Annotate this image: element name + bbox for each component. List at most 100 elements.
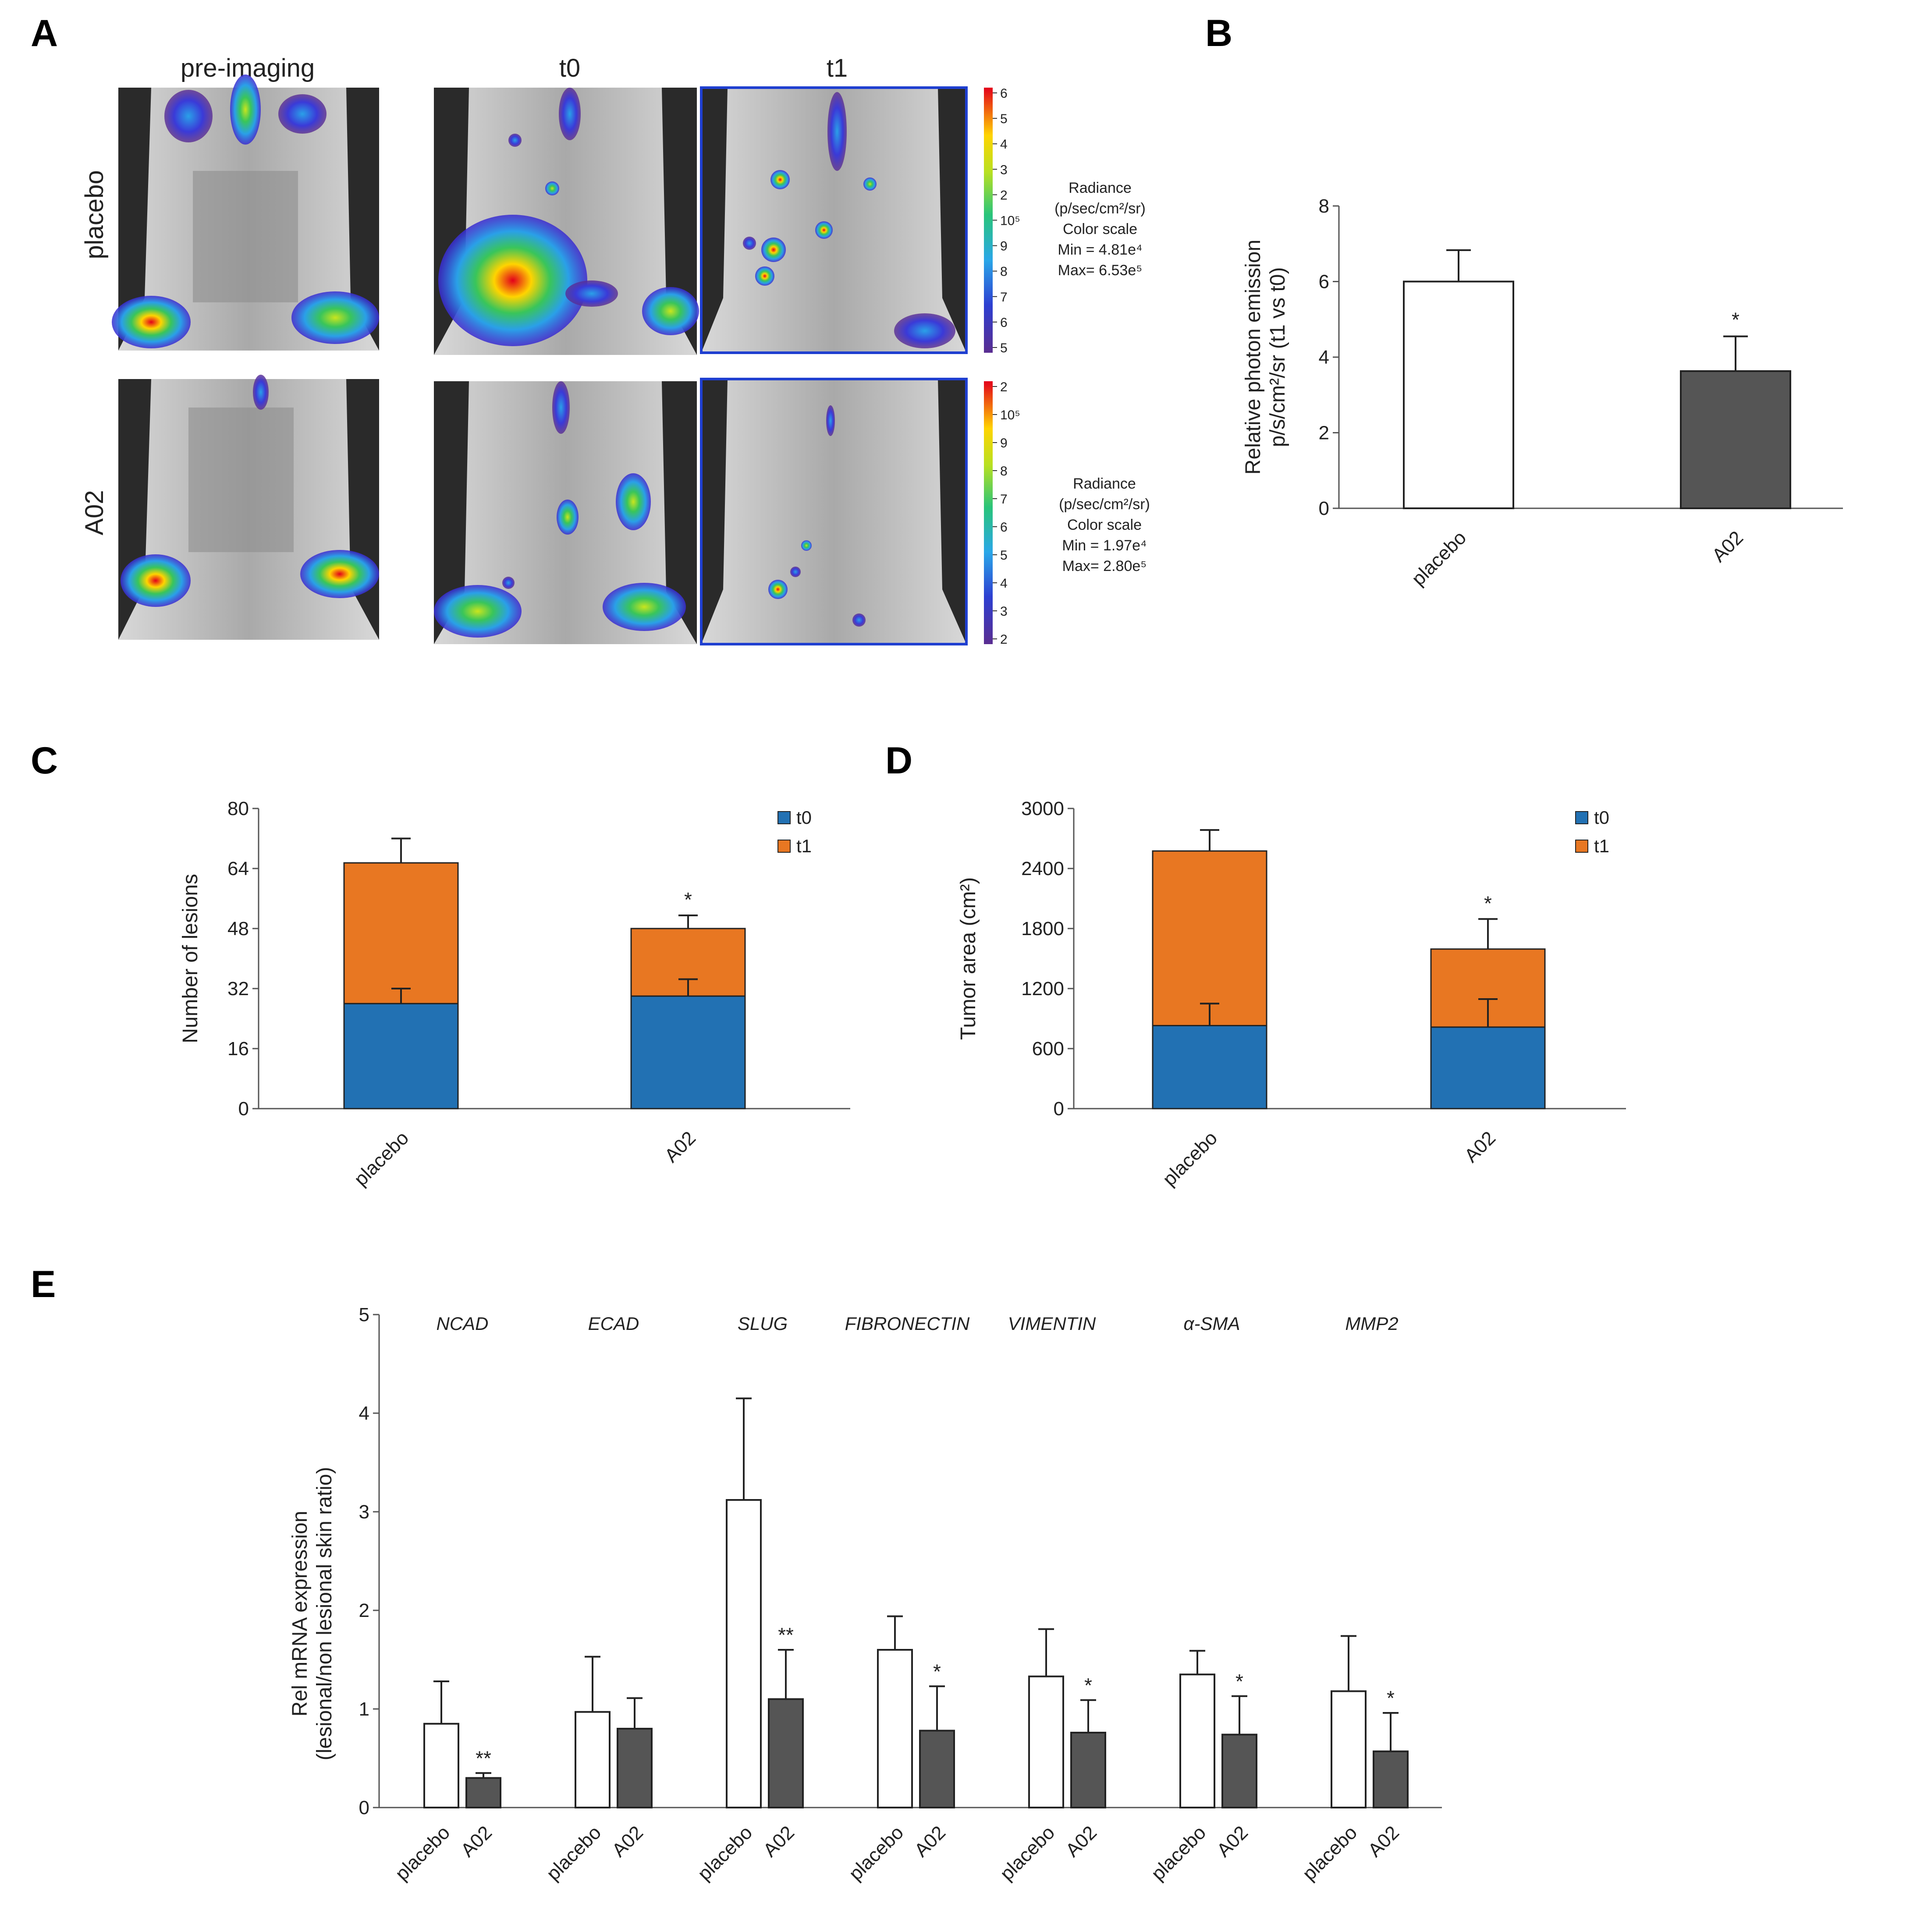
gene-label-ncad: NCAD — [436, 1313, 488, 1334]
colorbar-tick-label: 5 — [1000, 112, 1008, 126]
colorbar-tick-label: 5 — [1000, 341, 1008, 355]
chart-d-tumor-area: 0 600 1200 1800 2400 3000 placebo * A02 t0 t1 Tumor… — [957, 798, 1626, 1190]
imaging-panel: pre-imaging t0 t1 placebo A02 — [80, 54, 1150, 647]
legend-label-t1: t1 — [1594, 836, 1609, 856]
colorbar-tick-label: 10⁵ — [1000, 408, 1020, 422]
panel-letter-c: C — [31, 740, 58, 782]
x-tick-label: A02 — [660, 1127, 700, 1166]
y-tick-label: 1200 — [1021, 978, 1064, 1000]
significance-mark: * — [933, 1660, 941, 1683]
y-axis-title: Tumor area (cm²) — [957, 877, 980, 1040]
x-tick-label: placebo — [350, 1127, 413, 1190]
gene-label-mmp2: MMP2 — [1345, 1313, 1398, 1334]
legend-swatch-t0 — [777, 811, 791, 824]
colorbar-tick-label: 3 — [1000, 163, 1008, 177]
y-axis-title: Number of lesions — [179, 874, 202, 1043]
legend-swatch-t0 — [1575, 811, 1588, 824]
legend-line: Radiance — [1073, 475, 1136, 492]
bar-ncad-a02 — [465, 1777, 501, 1808]
chart-b-photon-emission: 0 2 4 6 8 placebo * A02 Relative photon emission… — [1242, 195, 1843, 590]
y-tick-label: 48 — [227, 918, 249, 939]
image-placebo-t0 — [434, 88, 699, 355]
legend-swatch-t1 — [777, 840, 791, 853]
significance-mark: * — [1387, 1687, 1395, 1709]
bar-placebo-t0 — [1152, 1024, 1267, 1110]
legend-line: Max= 2.80e⁵ — [1062, 558, 1147, 574]
gene-label-ecad: ECAD — [588, 1313, 639, 1334]
significance-mark: * — [1084, 1674, 1092, 1697]
y-tick-label: 3 — [359, 1501, 369, 1523]
colorbar-placebo-ticks: 6 5 4 3 2 10⁵ 9 8 7 6 5 — [993, 86, 1020, 355]
bar-slug-placebo — [726, 1499, 762, 1808]
bar-placebo-t0 — [343, 1003, 459, 1110]
bar-ecad-placebo — [575, 1711, 611, 1808]
colorbar-tick-label: 2 — [1000, 188, 1008, 202]
bar-a02-t0 — [630, 995, 746, 1110]
row-label-placebo: placebo — [80, 170, 109, 259]
y-tick-label: 0 — [359, 1797, 369, 1819]
bar-mmp2-a02 — [1373, 1750, 1409, 1808]
colorbar-tick-label: 7 — [1000, 290, 1008, 305]
colorbar-tick-label: 10⁵ — [1000, 214, 1020, 228]
legend-swatch-t1 — [1575, 840, 1588, 853]
gene-label-vimentin: VIMENTIN — [1008, 1313, 1096, 1334]
image-placebo-t1 — [700, 86, 968, 354]
y-tick-label: 16 — [227, 1038, 249, 1060]
bar-sma-a02 — [1221, 1733, 1257, 1808]
bar-fibronectin-placebo — [877, 1649, 913, 1808]
y-tick-label: 32 — [227, 978, 249, 1000]
image-a02-t1 — [700, 378, 968, 645]
colorbar-tick-label: 9 — [1000, 239, 1008, 254]
bar-ecad-a02 — [617, 1728, 653, 1808]
bar-placebo — [1403, 280, 1514, 509]
x-tick-label: placebo — [693, 1822, 756, 1885]
panel-letter-a: A — [31, 12, 58, 54]
chart-c-number-of-lesions: 0 16 32 48 64 80 placebo * A02 t0 t1 Number of lesi… — [179, 798, 850, 1190]
legend-label-t0: t0 — [1594, 807, 1609, 828]
x-tick-label: A02 — [1460, 1127, 1500, 1166]
colorbar-tick-label: 7 — [1000, 492, 1008, 507]
significance-mark: ** — [778, 1624, 794, 1646]
y-tick-label: 2 — [359, 1600, 369, 1621]
colorbar-tick-label: 6 — [1000, 520, 1008, 535]
bar-ncad-placebo — [423, 1723, 459, 1808]
x-tick-label: A02 — [1364, 1822, 1403, 1861]
legend-line: Max= 6.53e⁵ — [1058, 262, 1143, 279]
x-tick-label: placebo — [1407, 527, 1470, 590]
y-tick-label: 0 — [238, 1098, 249, 1120]
colorbar-tick-label: 8 — [1000, 464, 1008, 479]
significance-mark: * — [1732, 308, 1740, 331]
panel-letter-d: D — [885, 740, 912, 782]
image-a02-t0 — [434, 381, 697, 644]
bar-slug-a02 — [768, 1698, 804, 1808]
y-tick-label: 3000 — [1021, 798, 1064, 819]
x-tick-label: placebo — [1147, 1822, 1210, 1885]
legend-line: (p/sec/cm²/sr) — [1054, 200, 1146, 217]
significance-mark: * — [684, 888, 692, 911]
significance-mark: ** — [476, 1747, 491, 1769]
colorbar-tick-label: 4 — [1000, 137, 1008, 152]
gene-label-fibronectin: FIBRONECTIN — [845, 1313, 970, 1334]
radiance-legend-placebo: Radiance (p/sec/cm²/sr) Color scale Min … — [1054, 180, 1146, 279]
bar-placebo-t1 — [1152, 850, 1267, 1026]
bar-vimentin-placebo — [1028, 1675, 1064, 1808]
colorbar-tick-label: 4 — [1000, 576, 1008, 591]
significance-mark: * — [1235, 1670, 1243, 1693]
x-tick-label: A02 — [457, 1822, 496, 1861]
bar-fibronectin-a02 — [919, 1730, 955, 1808]
image-a02-pre — [118, 375, 379, 640]
x-tick-label: A02 — [910, 1822, 950, 1861]
x-tick-label: A02 — [1213, 1822, 1252, 1861]
y-tick-label: 6 — [1319, 271, 1329, 293]
y-tick-label: 64 — [227, 858, 249, 879]
col-label-t0: t0 — [559, 54, 580, 82]
y-tick-label: 4 — [359, 1403, 369, 1424]
x-tick-label: placebo — [845, 1822, 908, 1885]
y-tick-label: 2 — [1319, 422, 1329, 444]
legend-label-t0: t0 — [796, 807, 812, 828]
legend-line: Min = 4.81e⁴ — [1058, 241, 1142, 258]
colorbar-tick-label: 6 — [1000, 86, 1008, 101]
radiance-legend-a02: Radiance (p/sec/cm²/sr) Color scale Min … — [1059, 475, 1150, 574]
colorbar-a02 — [984, 381, 993, 644]
